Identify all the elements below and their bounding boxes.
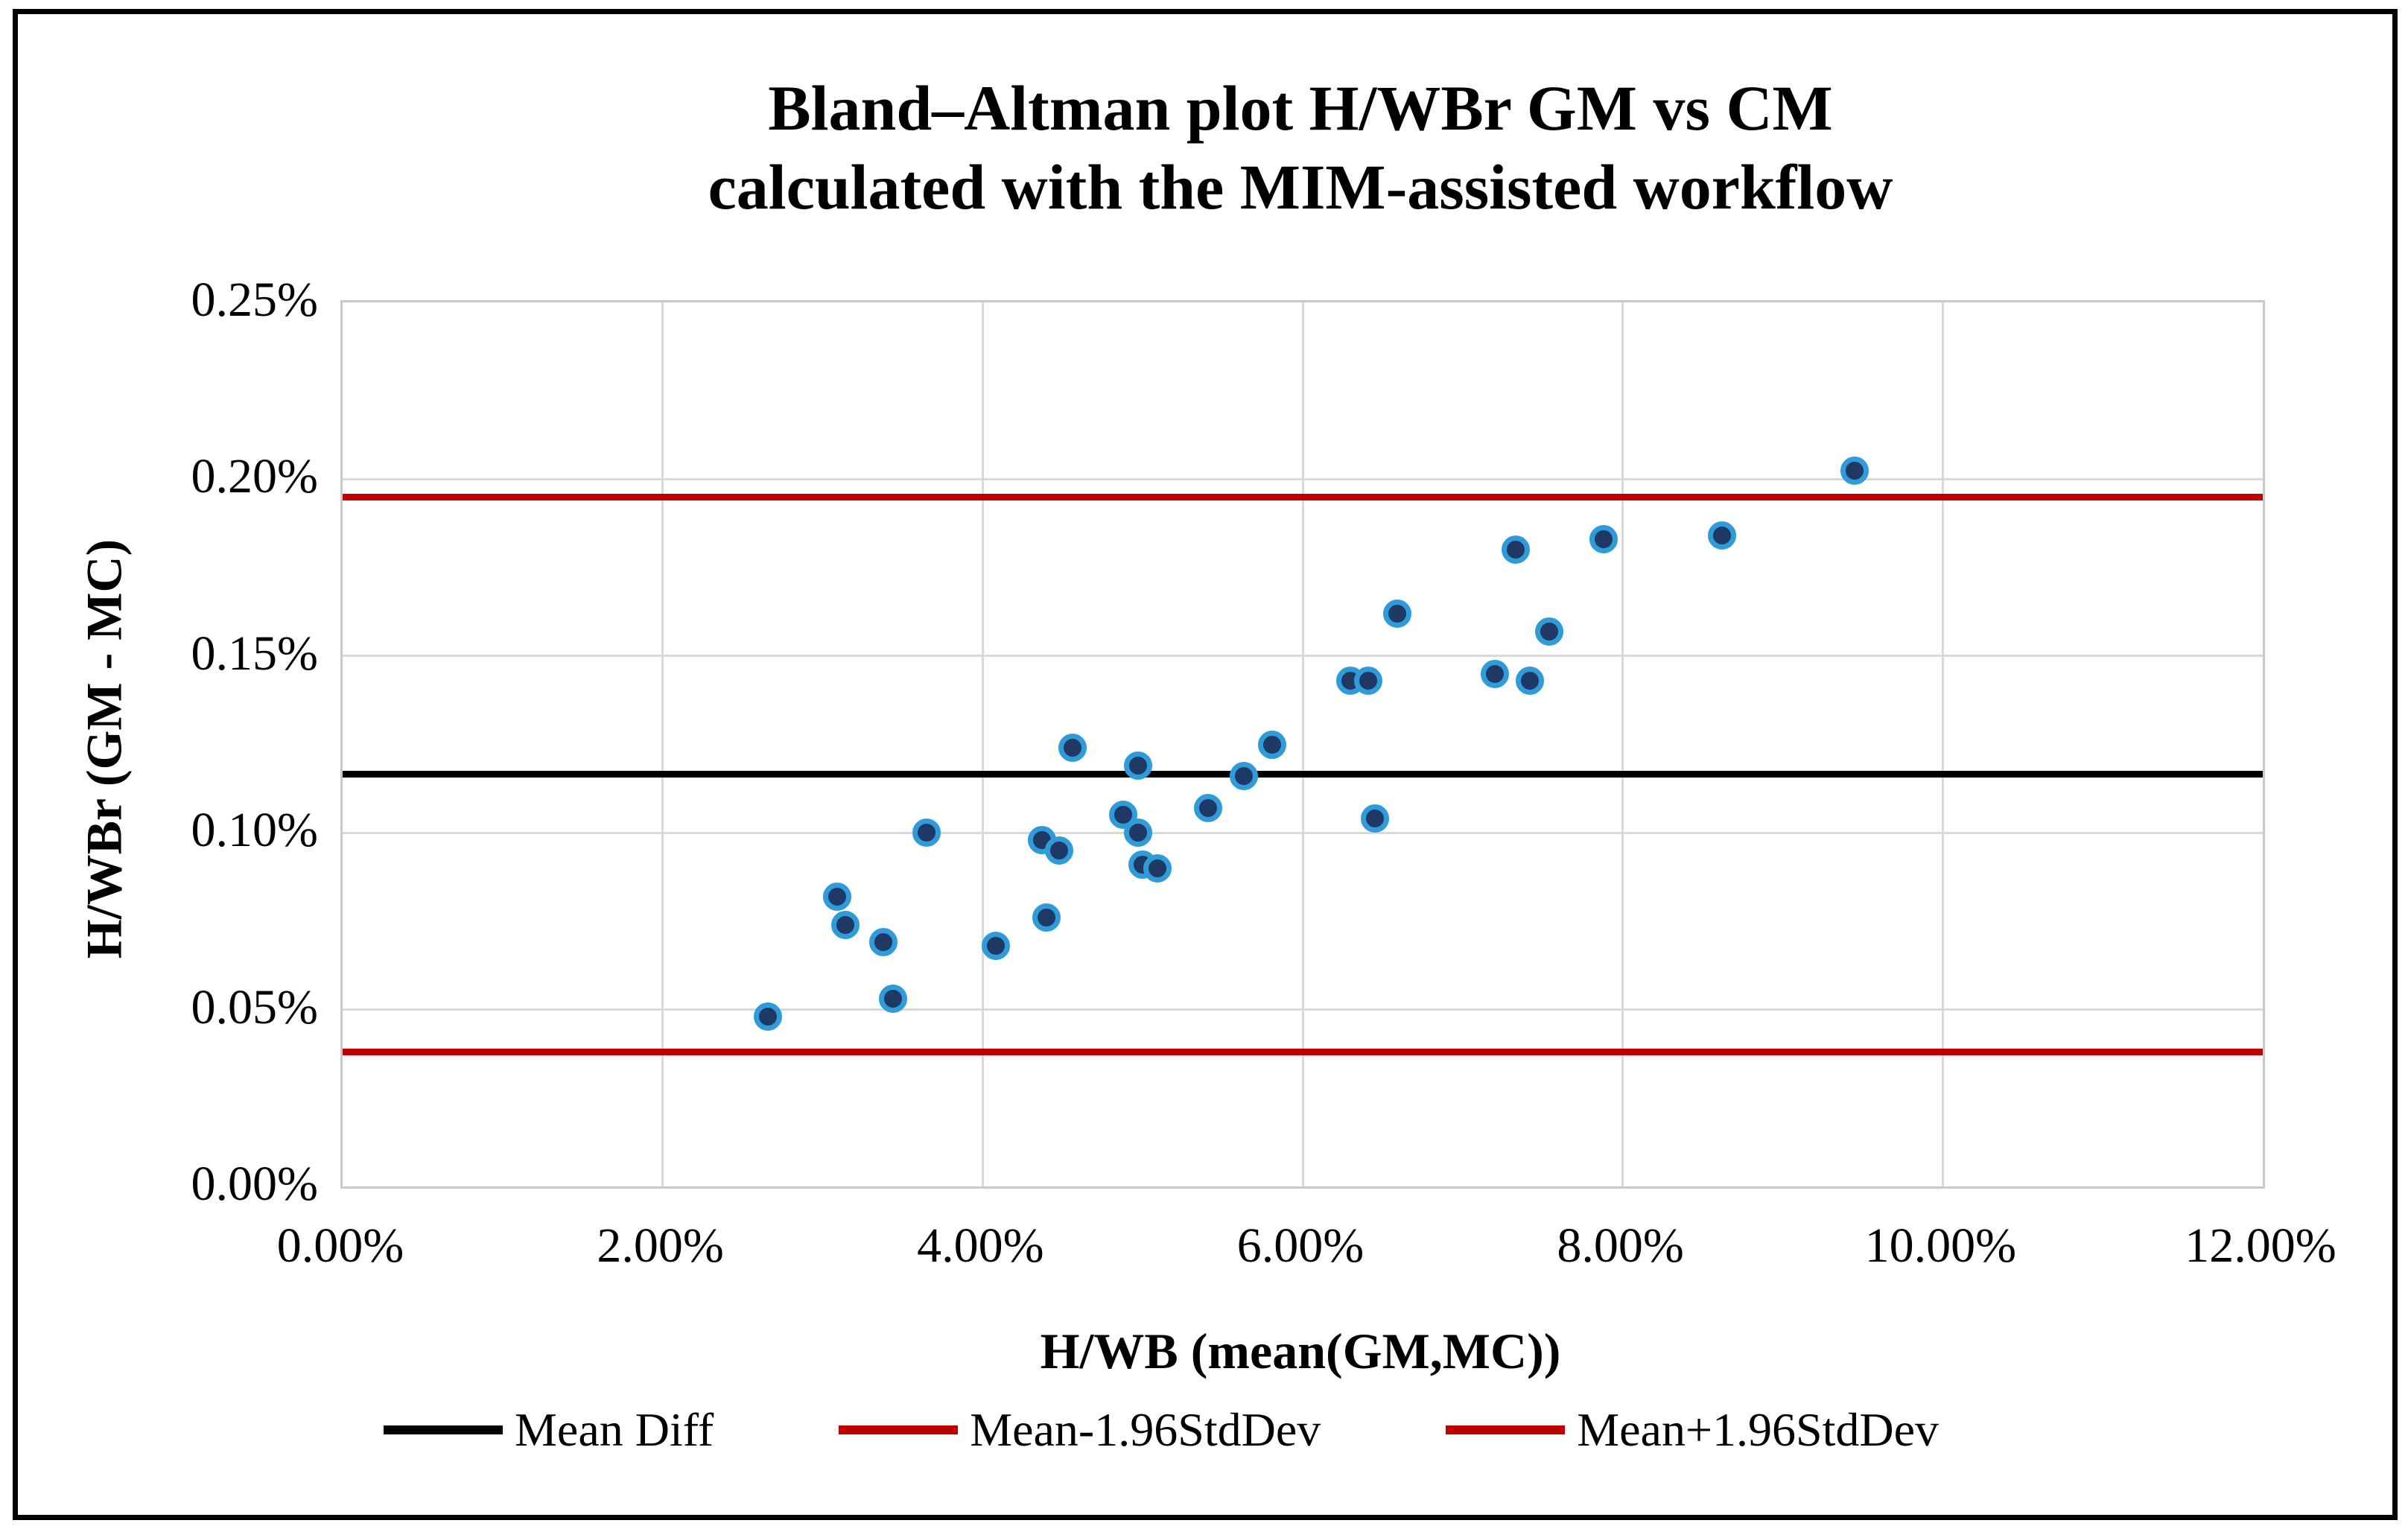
- scatter-point: [1707, 521, 1736, 550]
- x-tick-label: 6.00%: [1236, 1218, 1365, 1273]
- scatter-point: [1229, 762, 1258, 791]
- x-tick-label: 0.00%: [276, 1218, 404, 1273]
- scatter-point: [830, 910, 860, 939]
- x-gridline: [1941, 302, 1944, 1186]
- scatter-point: [869, 928, 898, 957]
- scatter-point: [1516, 667, 1545, 696]
- legend-line-marker: [384, 1425, 503, 1434]
- y-tick-label: 0.05%: [191, 979, 318, 1034]
- chart-title-line1: Bland–Altman plot H/WBr GM vs CM: [768, 72, 1833, 144]
- y-tick-label: 0.25%: [191, 273, 318, 327]
- legend-item: Mean-1.96StdDev: [839, 1402, 1321, 1458]
- x-axis-title: H/WB (mean(GM,MC)): [1040, 1323, 1561, 1379]
- scatter-point: [822, 882, 851, 911]
- plot-area: [340, 300, 2265, 1189]
- scatter-point: [1589, 525, 1618, 554]
- y-gridline: [343, 831, 2263, 834]
- y-tick-label: 0.00%: [191, 1157, 318, 1211]
- chart-title: Bland–Altman plot H/WBr GM vs CM calcula…: [340, 69, 2261, 226]
- x-gridline: [1621, 302, 1624, 1186]
- y-gridline: [343, 655, 2263, 658]
- scatter-point: [1534, 617, 1563, 646]
- scatter-point: [879, 985, 908, 1014]
- x-tick-label: 12.00%: [2185, 1218, 2336, 1273]
- y-axis-title: H/WBr (GM - MC): [75, 538, 133, 959]
- x-tick-label: 8.00%: [1557, 1218, 1684, 1273]
- y-tick-label: 0.15%: [191, 626, 318, 681]
- y-tick-label: 0.20%: [191, 449, 318, 504]
- x-tick-label: 2.00%: [597, 1218, 724, 1273]
- scatter-point: [1382, 599, 1411, 628]
- legend-line-marker: [839, 1425, 959, 1434]
- scatter-point: [1480, 659, 1509, 688]
- x-gridline: [661, 302, 664, 1186]
- legend-item: Mean Diff: [384, 1402, 714, 1458]
- scatter-point: [754, 1002, 783, 1031]
- scatter-point: [1194, 793, 1223, 822]
- scatter-point: [1258, 730, 1287, 759]
- chart-title-line2: calculated with the MIM-assisted workflo…: [708, 151, 1893, 223]
- x-tick-label: 4.00%: [917, 1218, 1044, 1273]
- refline-mean-1-96stddev: [343, 1049, 2263, 1056]
- scatter-point: [1045, 836, 1074, 865]
- scatter-point: [1354, 667, 1383, 696]
- scatter-point: [1360, 804, 1389, 833]
- scatter-point: [1058, 734, 1087, 763]
- scatter-point: [1501, 535, 1530, 565]
- scatter-point: [1123, 751, 1152, 780]
- legend-label: Mean Diff: [515, 1403, 714, 1456]
- x-gridline: [981, 302, 984, 1186]
- legend-line-marker: [1446, 1425, 1566, 1434]
- refline-mean-1-96stddev: [343, 493, 2263, 500]
- scatter-point: [1123, 818, 1152, 848]
- scatter-point: [912, 818, 941, 848]
- scatter-point: [1840, 456, 1869, 485]
- scatter-point: [1032, 903, 1061, 932]
- y-gridline: [343, 477, 2263, 480]
- y-gridline: [343, 1008, 2263, 1011]
- legend-label: Mean+1.96StdDev: [1577, 1403, 1940, 1456]
- refline-mean-diff: [343, 771, 2263, 778]
- x-tick-label: 10.00%: [1864, 1218, 2017, 1273]
- figure-border: [13, 9, 2398, 1520]
- x-gridline: [1301, 302, 1304, 1186]
- scatter-point: [1143, 853, 1172, 883]
- scatter-point: [981, 932, 1010, 961]
- legend-label: Mean-1.96StdDev: [970, 1403, 1321, 1456]
- chart-legend: Mean Diff Mean-1.96StdDev Mean+1.96StdDev: [384, 1394, 1939, 1466]
- legend-item: Mean+1.96StdDev: [1446, 1402, 1939, 1458]
- y-tick-label: 0.10%: [191, 803, 318, 858]
